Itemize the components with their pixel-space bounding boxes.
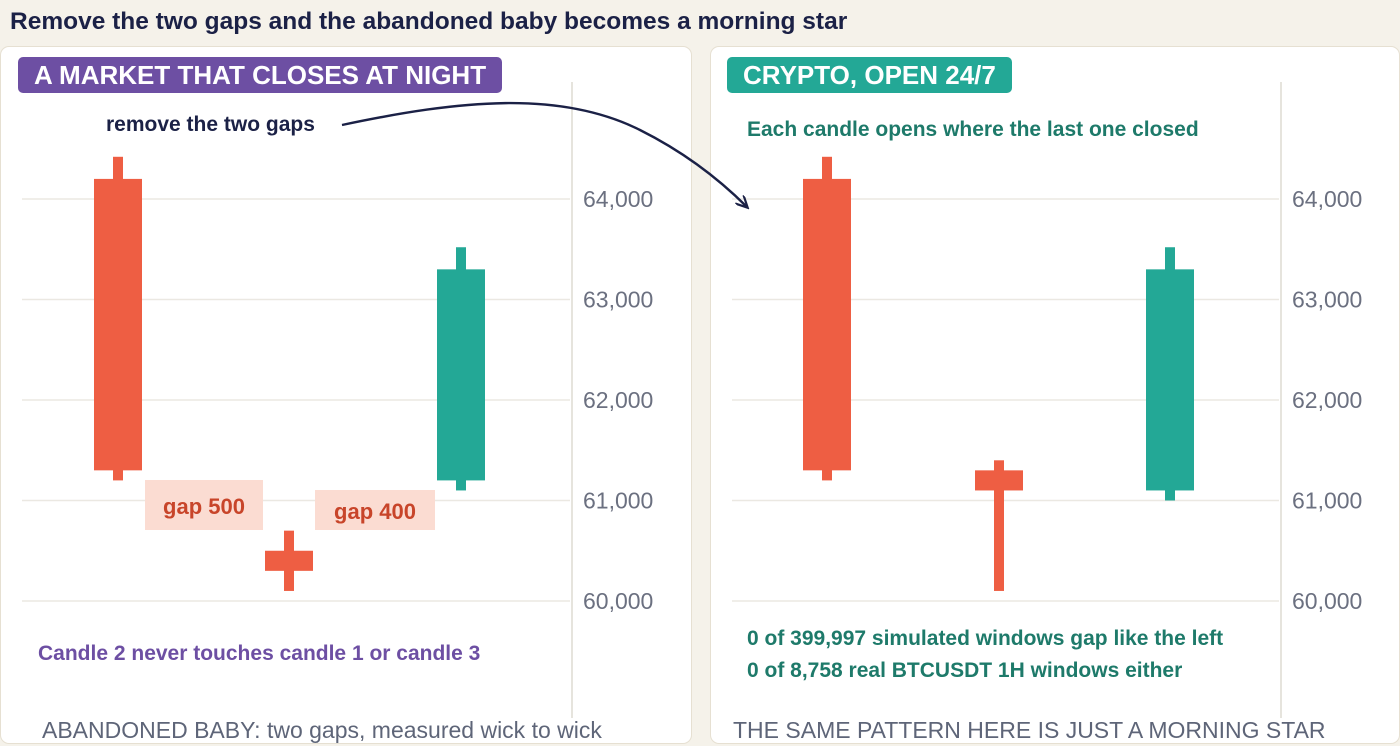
right-candle-1-body [803,178,851,471]
right-candle-1 [803,156,851,481]
page-title: Remove the two gaps and the abandoned ba… [10,8,848,35]
right-top-note: Each candle opens where the last one clo… [747,118,1199,141]
left-candle-1-body [94,178,142,471]
right-y-axis: 64,000 63,000 62,000 61,000 60,000 [1280,82,1362,718]
right-y-tick-label: 64,000 [1292,186,1362,212]
gap-label-2: gap 400 [334,499,416,524]
right-y-tick-label: 63,000 [1292,287,1362,313]
right-y-tick-label: 61,000 [1292,488,1362,514]
left-panel-badge: A MARKET THAT CLOSES AT NIGHT [18,57,503,93]
left-footer: ABANDONED BABY: two gaps, measured wick … [42,717,602,743]
gap-label-1-bg [145,480,263,530]
left-y-tick-label: 61,000 [583,488,653,514]
right-stat-1: 0 of 399,997 simulated windows gap like … [747,627,1223,650]
connector-arrow [341,101,747,207]
left-y-axis: 64,000 63,000 62,000 61,000 60,000 [571,82,653,718]
right-candle-2-wick [994,460,1004,591]
gap-label-1: gap 500 [163,494,245,519]
right-panel-badge: CRYPTO, OPEN 24/7 [727,57,1012,93]
left-candle-2-body [265,550,313,571]
left-candles [94,156,485,591]
left-y-tick-label: 63,000 [583,287,653,313]
left-y-tick-label: 64,000 [583,186,653,212]
left-y-tick-label: 60,000 [583,588,653,614]
right-candles [803,156,1194,591]
right-footer: THE SAME PATTERN HERE IS JUST A MORNING … [733,717,1326,743]
right-candle-2-body [975,470,1023,491]
right-candle-3 [1146,247,1194,501]
right-candle-2 [975,460,1023,591]
left-candle-1 [94,156,142,481]
left-candle-2 [265,530,313,591]
arrow-label: remove the two gaps [106,113,315,136]
right-candle-3-body [1146,269,1194,491]
right-stat-2: 0 of 8,758 real BTCUSDT 1H windows eithe… [747,659,1182,682]
left-note: Candle 2 never touches candle 1 or candl… [38,642,480,665]
left-y-tick-label: 62,000 [583,387,653,413]
right-y-tick-label: 62,000 [1292,387,1362,413]
left-candle-3-body [437,269,485,481]
right-y-tick-label: 60,000 [1292,588,1362,614]
gap-label-2-bg [315,490,435,530]
left-candle-3 [437,247,485,491]
